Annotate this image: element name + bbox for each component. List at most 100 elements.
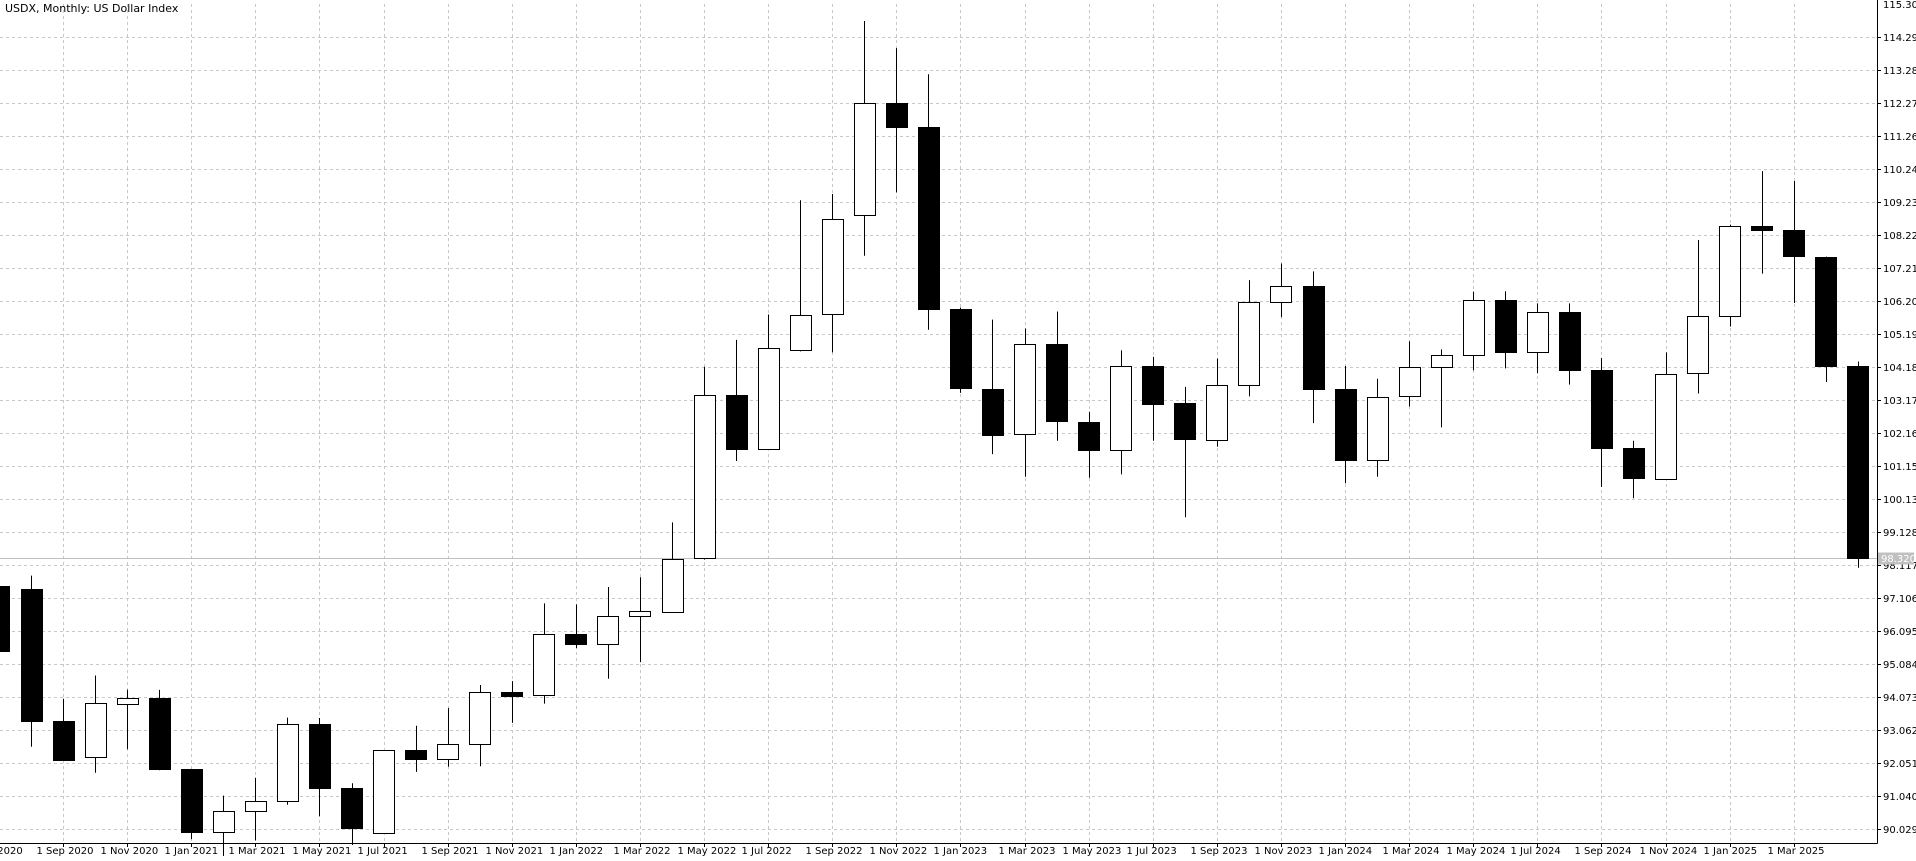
candle [149, 689, 171, 771]
candle-body-bull [533, 634, 555, 696]
candle-body-bull [597, 616, 619, 645]
candle-body-bull [1014, 344, 1036, 435]
x-tick-label: 1 Jul 2023 [1127, 846, 1177, 857]
y-tick-label: 96.095 [1883, 627, 1916, 638]
candle-body-bear [309, 724, 331, 789]
candle [1206, 358, 1228, 447]
candle [1815, 256, 1837, 383]
x-tick-label: 1 Nov 2022 [870, 846, 928, 857]
x-tick-label: 1 Jul 2022 [742, 846, 792, 857]
x-tick-label: 1 May 2023 [1063, 846, 1122, 857]
candle-body-bear [1815, 257, 1837, 367]
candle-body-bear [886, 103, 908, 128]
y-tick-label: 92.051 [1883, 759, 1916, 770]
y-tick-label: 105.194 [1883, 330, 1916, 341]
x-tick-label: 1 May 2024 [1447, 846, 1506, 857]
candle [694, 366, 716, 560]
candle-body-bear [1751, 226, 1773, 231]
candle-body-bear [565, 634, 587, 645]
candle [469, 684, 491, 767]
candle [1142, 356, 1164, 441]
candle [1655, 352, 1677, 480]
current-price-marker [1878, 552, 1914, 565]
candle-body-bull [822, 219, 844, 315]
candle-body-bull [1431, 355, 1453, 368]
candle [1527, 303, 1549, 374]
candle [1399, 341, 1421, 407]
candle [790, 200, 812, 352]
candle [501, 681, 523, 723]
candle [1783, 180, 1805, 304]
candle [277, 717, 299, 805]
candle [1014, 328, 1036, 477]
y-tick-label: 111.260 [1883, 132, 1916, 143]
y-tick-label: 102.161 [1883, 429, 1916, 440]
candle-body-bear [1495, 300, 1517, 353]
candle-body-bear [405, 750, 427, 760]
chart-title: USDX, Monthly: US Dollar Index [5, 2, 179, 15]
candle-body-bear [982, 389, 1004, 436]
y-tick-label: 112.271 [1883, 99, 1916, 110]
y-tick-label: 114.293 [1883, 33, 1916, 44]
candle-body-bull [469, 692, 491, 745]
candle-body-bear [950, 309, 972, 389]
candle [0, 586, 10, 652]
candle [629, 577, 651, 663]
candle-body-bull [277, 724, 299, 802]
candle-body-bear [21, 589, 43, 722]
x-tick-label: 1 Mar 2025 [1768, 846, 1825, 857]
candle [245, 777, 267, 841]
candle [597, 587, 619, 679]
x-tick-label: 1 May 2022 [678, 846, 737, 857]
x-tick-label: 1 Sep 2022 [806, 846, 863, 857]
candle [341, 783, 363, 845]
candle [1559, 303, 1581, 385]
y-tick-label: 104.183 [1883, 363, 1916, 374]
candle [1687, 240, 1709, 394]
x-tick-label: 1 Jan 2025 [1704, 846, 1758, 857]
y-tick-label: 97.106 [1883, 594, 1916, 605]
candle-body-bull [694, 395, 716, 559]
x-tick-label: 1 Sep 2023 [1191, 846, 1248, 857]
candle [1238, 280, 1260, 397]
y-tick-label: 94.073 [1883, 693, 1916, 704]
current-price-label: 98.320 [1881, 554, 1916, 565]
candle [1046, 311, 1068, 441]
y-tick-label: 108.227 [1883, 231, 1916, 242]
candle-body-bull [758, 348, 780, 450]
candle [53, 698, 75, 761]
x-tick-label: 1 Nov 2024 [1640, 846, 1698, 857]
candle [437, 708, 459, 767]
candle-body-bull [245, 801, 267, 812]
y-tick-label: 101.150 [1883, 462, 1916, 473]
x-tick-label: 1 Mar 2024 [1383, 846, 1440, 857]
x-tick-label: 1 May 2021 [293, 846, 352, 857]
candle [117, 689, 139, 750]
x-tick-label: 1 Mar 2022 [614, 846, 671, 857]
candle [181, 768, 203, 840]
candle [1495, 291, 1517, 369]
candle-body-bull [1270, 286, 1292, 303]
candle-body-bull [1463, 300, 1485, 356]
candle-body-bear [726, 395, 748, 450]
candle [1463, 291, 1485, 371]
candle-body-bear [341, 788, 363, 829]
x-tick-label: 1 Jan 2021 [165, 846, 219, 857]
x-tick-label: 1 Sep 2020 [37, 846, 94, 857]
x-tick-label: 1 Mar 2021 [229, 846, 286, 857]
candle-body-bear [501, 692, 523, 697]
candle-body-bull [85, 703, 107, 758]
candle-body-bear [181, 769, 203, 833]
candle-body-bear [1559, 312, 1581, 371]
y-tick-label: 91.040 [1883, 792, 1916, 803]
candle [373, 750, 395, 834]
candle-body-bull [1367, 397, 1389, 461]
y-tick-label: 90.029 [1883, 825, 1916, 836]
candle [982, 319, 1004, 455]
candle [1623, 440, 1645, 499]
candle [21, 575, 43, 747]
y-tick-label: 100.139 [1883, 495, 1916, 506]
candle-body-bull [790, 315, 812, 351]
